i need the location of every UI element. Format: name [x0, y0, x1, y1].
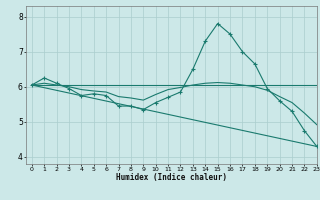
X-axis label: Humidex (Indice chaleur): Humidex (Indice chaleur) — [116, 173, 227, 182]
